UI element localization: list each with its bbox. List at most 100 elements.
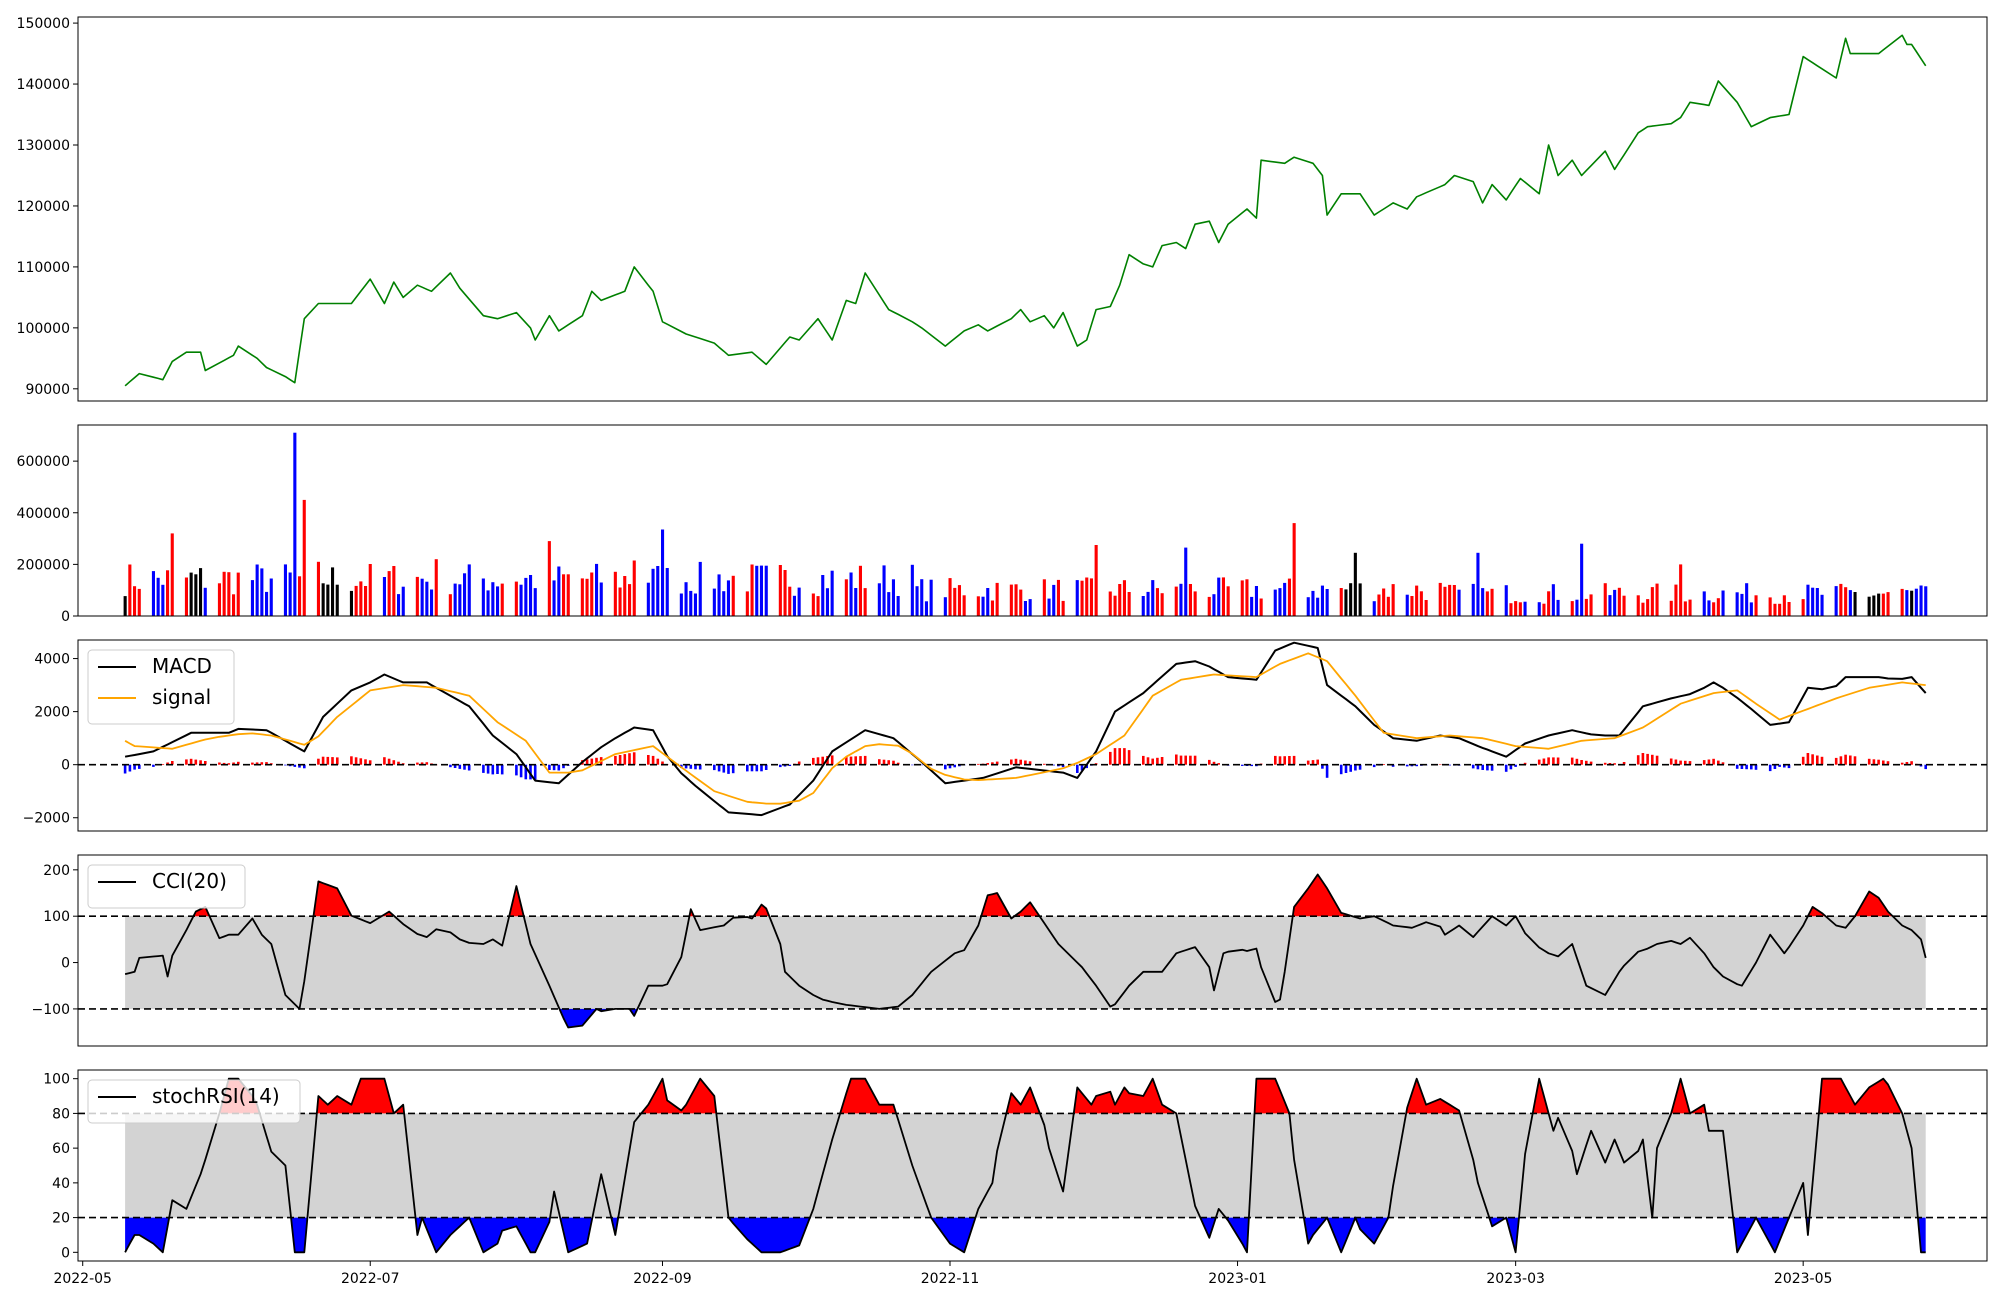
macd-histogram-bar (1707, 759, 1711, 765)
macd-histogram-bar (1655, 755, 1659, 765)
volume-bar (137, 588, 141, 616)
volume-bar (1740, 593, 1744, 616)
cci-ytick-label: 100 (43, 909, 70, 925)
volume-bar (486, 590, 490, 616)
volume-bar (123, 596, 127, 616)
x-tick-label: 2022-11 (921, 1271, 980, 1287)
macd-histogram-bar (552, 764, 556, 771)
macd-histogram-bar (1712, 758, 1715, 765)
volume-bar (425, 581, 429, 616)
stochrsi-oversold-fill (728, 1217, 810, 1253)
macd-histogram-bar (1919, 764, 1923, 767)
macd-histogram-bar (1306, 760, 1310, 765)
macd-histogram-bar (458, 764, 462, 769)
price-ytick-label: 110000 (17, 260, 70, 276)
macd-histogram-bar (1646, 753, 1649, 765)
volume-bar (463, 573, 467, 616)
macd-histogram-bar (1127, 750, 1131, 765)
volume-bar (1575, 599, 1579, 616)
macd-histogram-bar (618, 755, 622, 765)
volume-bar (1509, 603, 1513, 616)
macd-histogram-bar (1905, 762, 1909, 765)
macd-histogram-bar (1358, 764, 1362, 770)
macd-histogram-bar (533, 764, 537, 780)
volume-bar (1622, 595, 1626, 616)
macd-histogram-bar (364, 759, 367, 765)
macd-histogram-bar (1349, 764, 1352, 772)
volume-bar (547, 541, 551, 616)
volume-bar (1151, 580, 1155, 616)
volume-bar (1316, 597, 1320, 616)
volume-bar (976, 596, 980, 616)
macd-histogram-bar (1603, 762, 1607, 765)
volume-bar (397, 594, 401, 616)
volume-bar (1650, 587, 1654, 616)
cci-neutral-band (125, 916, 1926, 1009)
macd-histogram-bar (425, 762, 429, 765)
macd-histogram-bar (1679, 760, 1682, 765)
macd-histogram-bar (1156, 757, 1159, 765)
macd-histogram-bar (185, 759, 188, 765)
macd-histogram-bar (1151, 758, 1154, 765)
volume-bar (1820, 594, 1824, 616)
stochrsi-overbought-fill (1254, 1078, 1290, 1114)
volume-bar (1773, 603, 1777, 616)
macd-histogram-bar (1547, 757, 1550, 765)
volume-bar (232, 594, 236, 616)
macd-histogram-bar (1325, 764, 1329, 778)
stochrsi-ytick-label: 60 (52, 1141, 70, 1157)
macd-histogram-bar (1391, 764, 1395, 767)
macd-histogram-bar (1537, 759, 1541, 765)
volume-bar (986, 588, 990, 616)
volume-bar (1028, 599, 1032, 616)
macd-histogram-bar (453, 764, 457, 768)
volume-bar (896, 596, 900, 616)
volume-bar (679, 593, 683, 616)
macd-histogram-bar (614, 755, 617, 765)
volume-bar (1749, 602, 1753, 616)
volume-bar (759, 565, 763, 616)
volume-bar (1278, 588, 1282, 616)
volume-bar (1349, 583, 1353, 616)
volume-bar (595, 563, 599, 616)
macd-histogram-bar (293, 764, 297, 767)
volume-bar (1881, 593, 1885, 616)
macd-histogram-bar (1754, 764, 1758, 770)
macd-histogram-bar (1783, 764, 1786, 768)
volume-bar (1240, 580, 1244, 616)
volume-bar (1452, 585, 1456, 616)
macd-histogram-bar (1061, 764, 1065, 768)
volume-bar (1127, 592, 1131, 616)
volume-bar (1174, 586, 1178, 616)
volume-bar (1019, 589, 1023, 616)
macd-histogram-bar (1900, 762, 1904, 765)
volume-bar (1589, 594, 1593, 616)
volume-bar (189, 572, 193, 616)
volume-bar (580, 578, 584, 616)
macd-histogram-bar (491, 764, 495, 775)
macd-histogram-bar (1684, 760, 1687, 765)
volume-bar (316, 561, 320, 616)
macd-histogram-bar (227, 763, 231, 765)
volume-bar (1155, 588, 1159, 616)
volume-bar (1438, 582, 1442, 616)
macd-histogram-bar (845, 756, 848, 765)
macd-legend-entry: signal (152, 685, 211, 709)
volume-bar (401, 586, 405, 616)
volume-bar (910, 564, 914, 616)
volume-bar (1778, 603, 1782, 616)
macd-histogram-bar (995, 761, 999, 765)
volume-bar (1580, 543, 1584, 616)
macd-histogram-bar (1274, 755, 1277, 765)
volume-bar (491, 582, 495, 616)
volume-bar (1806, 584, 1810, 616)
volume-bar (1867, 596, 1871, 616)
macd-histogram-bar (944, 764, 947, 770)
macd-histogram-bar (1382, 764, 1385, 765)
volume-bar (1490, 588, 1494, 616)
volume-ytick-label: 400000 (17, 506, 70, 522)
volume-bar (981, 596, 985, 616)
macd-histogram-bar (1208, 759, 1211, 765)
volume-bar (1193, 591, 1197, 616)
cci-overbought-fill (313, 881, 353, 917)
